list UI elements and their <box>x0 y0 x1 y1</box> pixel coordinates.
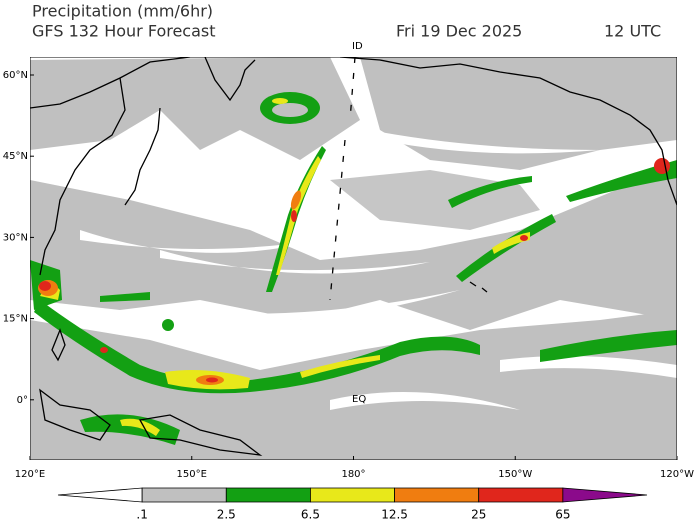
colorbar-label: 25 <box>471 508 486 522</box>
lat-label: 60°N <box>3 70 28 81</box>
colorbar-label: 65 <box>555 508 570 522</box>
time: 12 UTC <box>604 22 661 41</box>
lat-label: 45°N <box>3 151 28 162</box>
colorbar-label: 6.5 <box>301 508 320 522</box>
colorbar: .1 2.5 6.5 12.5 25 65 <box>57 487 648 522</box>
colorbar-label: .1 <box>136 508 147 522</box>
axes: 60°N 45°N 30°N 15°N 0° 120°E 150°E 180° 150°W 120… <box>3 41 694 480</box>
lat-label: 0° <box>17 395 28 406</box>
title: Precipitation (mm/6hr) <box>32 2 213 21</box>
lon-label: 120°W <box>660 469 694 480</box>
equator-label: EQ <box>352 394 366 405</box>
lat-label: 15°N <box>3 314 28 325</box>
colorbar-label: 12.5 <box>381 508 408 522</box>
colorbar-swatch <box>562 487 648 503</box>
subtitle: GFS 132 Hour Forecast <box>32 22 216 41</box>
colorbar-swatch <box>394 487 480 503</box>
streaks <box>80 132 677 410</box>
coastlines <box>30 57 677 456</box>
lon-label: 150°E <box>177 469 207 480</box>
colorbar-label: 2.5 <box>217 508 236 522</box>
colorbar-swatch <box>225 487 311 503</box>
lon-label: 150°W <box>498 469 532 480</box>
dateline-label: ID <box>352 41 363 52</box>
map <box>30 57 677 460</box>
date: Fri 19 Dec 2025 <box>396 22 522 41</box>
colorbar-swatch <box>141 487 227 503</box>
colorbar-swatch <box>310 487 395 503</box>
lon-label: 120°E <box>15 469 45 480</box>
colorbar-swatch <box>57 487 143 503</box>
lat-label: 30°N <box>3 232 28 243</box>
lon-label: 180° <box>341 469 365 480</box>
colorbar-swatch <box>478 487 564 503</box>
